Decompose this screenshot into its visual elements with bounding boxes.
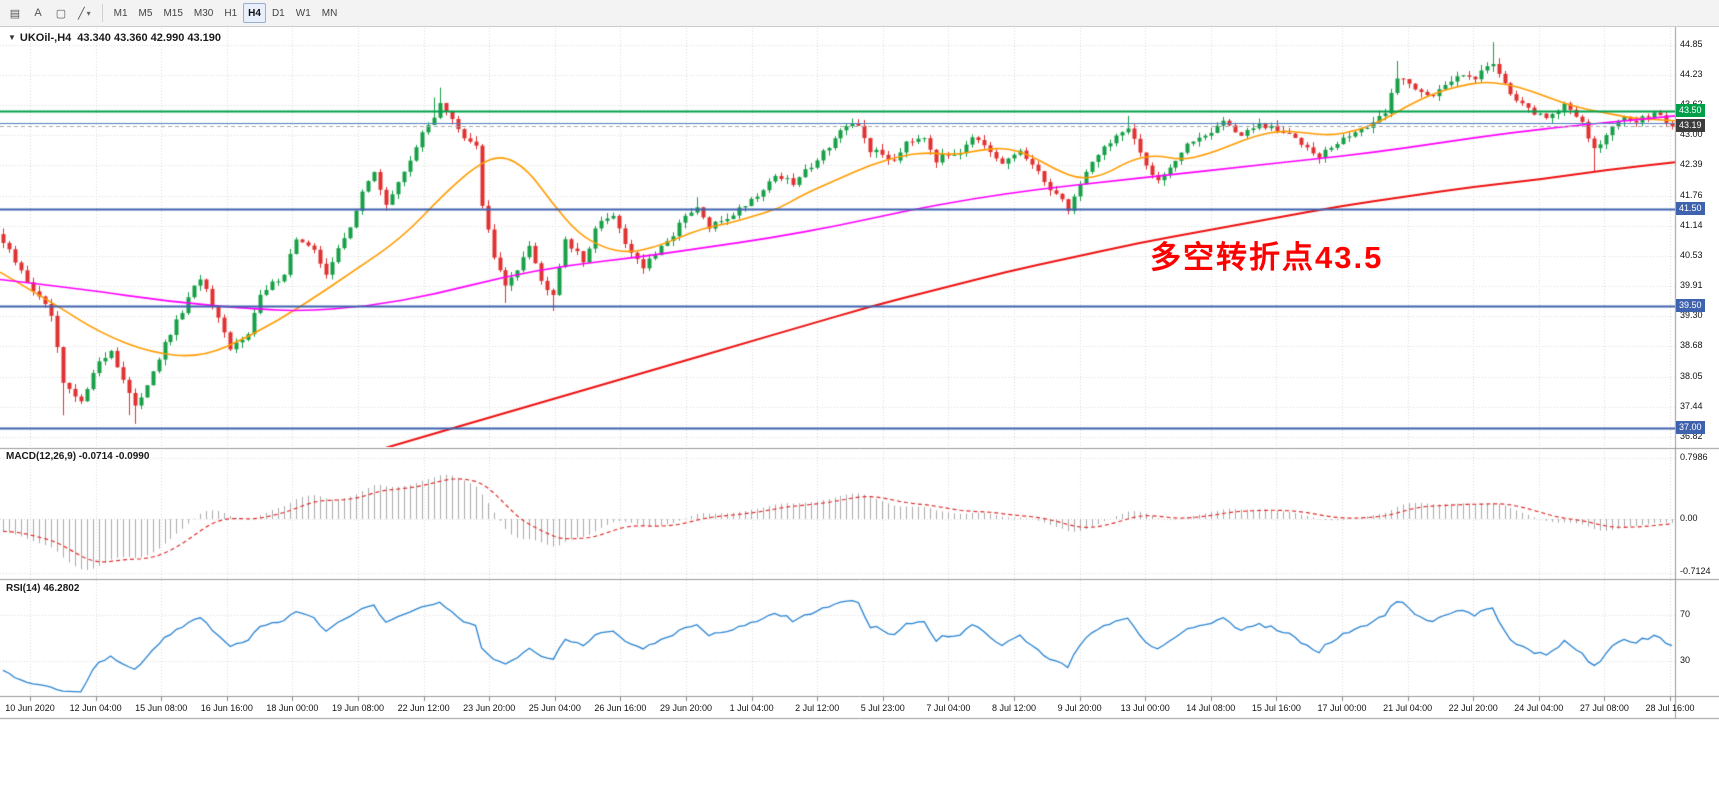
price-axis-label: 39.91 [1680, 280, 1703, 291]
toolbar: ▤ A ▢ ╱ ▾ M1 M5 M15 M30 H1 H4 D1 W1 MN [0, 0, 1719, 27]
price-axis-label: 43.00 [1680, 129, 1703, 140]
macd-axis-label: -0.7124 [1680, 566, 1711, 576]
time-axis-label: 22 Jul 20:00 [1448, 703, 1498, 713]
timeframe-button-m30[interactable]: M30 [193, 7, 214, 19]
price-axis-label: 36.82 [1680, 431, 1703, 442]
time-axis-label: 24 Jul 04:00 [1514, 703, 1564, 713]
timeframe-button-d1[interactable]: D1 [271, 7, 285, 19]
price-axis-label: 38.05 [1680, 371, 1703, 382]
time-axis-label: 13 Jul 00:00 [1120, 703, 1170, 713]
timeframe-button-m1[interactable]: M1 [113, 7, 128, 19]
time-axis-label: 1 Jul 04:00 [729, 703, 774, 713]
time-axis-label: 18 Jun 00:00 [266, 703, 319, 713]
price-tag: 37.00 [1676, 421, 1705, 435]
price-axis-label: 44.85 [1680, 39, 1703, 50]
time-axis-label: 15 Jul 16:00 [1251, 703, 1301, 713]
price-tag: 43.19 [1676, 119, 1705, 133]
price-axis-label: 38.68 [1680, 340, 1703, 351]
macd-label: MACD(12,26,9) -0.0714 -0.0990 [6, 451, 150, 462]
dropdown-caret-icon: ▾ [86, 8, 91, 18]
price-axis-label: 37.44 [1680, 400, 1703, 411]
rsi-axis-label: 70 [1680, 608, 1691, 619]
text-tool-icon[interactable]: A [34, 7, 42, 19]
toolbar-separator [101, 4, 103, 22]
price-axis-label: 40.53 [1680, 250, 1703, 261]
time-axis-label: 26 Jun 16:00 [594, 703, 647, 713]
shape-tool-icon[interactable]: ▢ [55, 7, 67, 20]
price-axis-label: 42.39 [1680, 159, 1703, 170]
time-axis-label: 12 Jun 04:00 [69, 703, 122, 713]
price-axis-label: 44.23 [1680, 69, 1703, 80]
time-axis-label: 27 Jul 08:00 [1579, 703, 1629, 713]
price-tag: 41.50 [1676, 201, 1705, 215]
timeframe-group: M1 M5 M15 M30 H1 H4 D1 W1 MN [109, 3, 343, 23]
time-axis-label: 7 Jul 04:00 [926, 703, 971, 713]
new-chart-icon[interactable]: ▤ [9, 7, 21, 20]
price-axis-label: 41.14 [1680, 220, 1703, 231]
timeframe-button-m5[interactable]: M5 [138, 7, 153, 19]
time-axis-label: 25 Jun 04:00 [528, 703, 581, 713]
timeframe-button-h1[interactable]: H1 [224, 7, 238, 19]
chart-symbol-label: UKOil-,H4 [19, 32, 72, 44]
time-axis-label: 5 Jul 23:00 [860, 703, 905, 713]
time-axis-label: 28 Jul 16:00 [1645, 703, 1695, 713]
price-axis-label: 41.76 [1680, 189, 1703, 200]
time-axis-label: 17 Jul 00:00 [1317, 703, 1367, 713]
time-axis-label: 2 Jul 12:00 [795, 703, 840, 713]
annotation-text[interactable]: 多空转折点43.5 [1150, 240, 1384, 275]
price-tag: 39.50 [1676, 299, 1705, 313]
timeframe-button-h4[interactable]: H4 [243, 3, 266, 23]
timeframe-button-w1[interactable]: W1 [295, 7, 311, 19]
time-axis-label: 14 Jul 08:00 [1186, 703, 1236, 713]
rsi-axis-label: 30 [1680, 655, 1691, 666]
chart-title: ▼ UKOil-,H4 43.340 43.360 42.990 43.190 [8, 32, 221, 44]
price-axis-label: 39.30 [1680, 310, 1703, 321]
chart-ohlc-values: 43.340 43.360 42.990 43.190 [77, 32, 222, 44]
macd-axis-label: 0.00 [1680, 513, 1698, 523]
macd-axis-label: 0.7986 [1680, 452, 1708, 462]
time-axis-label: 15 Jun 08:00 [135, 703, 188, 713]
time-axis-label: 22 Jun 12:00 [397, 703, 450, 713]
rsi-label: RSI(14) 46.2802 [6, 583, 80, 594]
time-axis-label: 19 Jun 08:00 [331, 703, 385, 713]
timeframe-button-mn[interactable]: MN [321, 7, 338, 19]
price-tag: 43.50 [1676, 104, 1705, 118]
collapse-triangle-icon[interactable]: ▼ [8, 33, 16, 42]
time-axis-label: 9 Jul 20:00 [1057, 703, 1102, 713]
line-tool-button[interactable]: ╱ ▾ [73, 3, 96, 23]
trendline-icon: ╱ [78, 7, 85, 20]
time-axis-label: 23 Jun 20:00 [463, 703, 516, 713]
time-axis-label: 10 Jun 2020 [5, 703, 55, 713]
time-axis-label: 8 Jul 12:00 [991, 703, 1037, 713]
time-axis-label: 29 Jun 20:00 [659, 703, 713, 713]
time-axis-label: 21 Jul 04:00 [1383, 703, 1433, 713]
timeframe-button-m15[interactable]: M15 [163, 7, 183, 19]
time-axis-label: 16 Jun 16:00 [200, 703, 253, 713]
